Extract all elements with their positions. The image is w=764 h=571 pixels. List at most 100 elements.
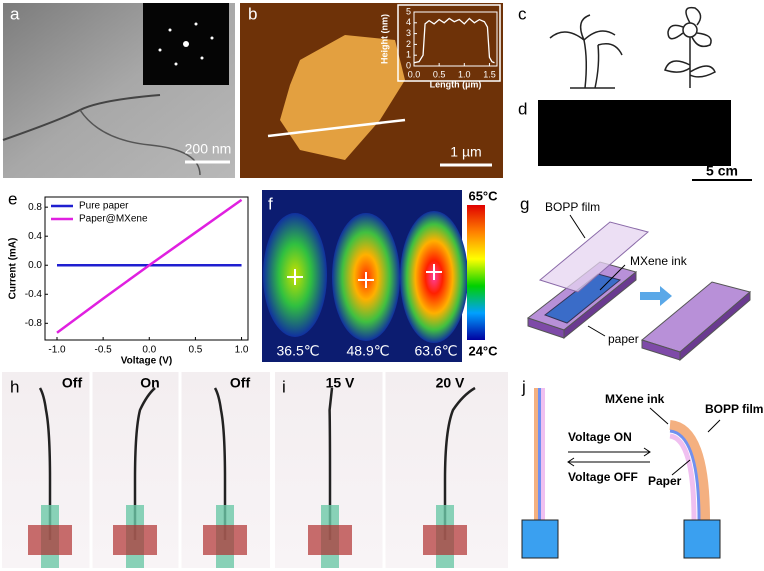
diffraction-spots-part <box>194 22 198 26</box>
legend-label: Paper@MXene <box>79 214 148 225</box>
y-axis-title: Current (mA) <box>8 238 19 300</box>
annotation: Voltage OFF <box>568 470 638 484</box>
clamp <box>308 525 352 555</box>
annotation: BOPP film <box>545 200 600 214</box>
clamp <box>683 519 721 559</box>
series-line <box>56 198 243 334</box>
strip-film <box>534 388 538 520</box>
actuator-photo <box>423 386 476 568</box>
colorbar-max: 65°C <box>468 188 498 203</box>
diffraction-spots <box>158 22 214 66</box>
switch-arrow <box>568 447 651 457</box>
actuator-photo <box>308 387 352 568</box>
x-axis-title: Voltage (V) <box>121 356 172 367</box>
bent-film <box>669 420 710 521</box>
strip-paper <box>541 388 545 520</box>
y-tick-label: 4 <box>406 17 411 27</box>
diffraction-spots-part <box>168 28 172 32</box>
y-axis-title: Height (nm) <box>380 14 390 64</box>
state-label: Off <box>230 375 251 391</box>
scale-bar-label: 5 cm <box>706 163 738 179</box>
x-tick-label: 1.5 <box>483 69 496 79</box>
x-tick-label: -1.0 <box>48 345 66 356</box>
actuator-photo <box>203 387 247 568</box>
actuator-strip <box>213 387 227 540</box>
flower-drawing-part <box>664 37 716 88</box>
temperature-label: 63.6℃ <box>415 343 458 359</box>
pointer <box>587 325 606 337</box>
annotation: Paper <box>648 474 682 488</box>
x-tick-label: 1.0 <box>235 345 249 356</box>
y-tick-label: 3 <box>406 28 411 38</box>
clamp <box>113 525 157 555</box>
pointer <box>649 407 669 425</box>
colorbar-min: 24°C <box>468 343 498 358</box>
panel-label: f <box>268 194 273 213</box>
y-tick-label: 2 <box>406 39 411 49</box>
plot-frame <box>413 11 498 67</box>
y-tick-label: 0.0 <box>28 260 42 271</box>
panel-d: d 5 cm <box>518 99 752 181</box>
diffraction-spots-part <box>174 62 178 66</box>
paper-side <box>563 270 637 340</box>
diffraction-spots-part <box>210 36 214 40</box>
crosshairs-part <box>426 264 442 280</box>
panel-label: b <box>248 4 257 23</box>
bent-paper <box>669 433 697 521</box>
clamp <box>521 519 559 559</box>
panel-label: g <box>520 194 529 213</box>
voltage-label: 15 V <box>326 375 355 391</box>
palm-drawing-part <box>549 14 623 56</box>
flake <box>280 35 405 160</box>
x-tick-label: 0.0 <box>142 345 156 356</box>
pointer <box>671 459 691 476</box>
y-tick-label: 0.8 <box>28 202 42 213</box>
state-label: Off <box>62 375 83 391</box>
y-tick-label: 5 <box>406 6 411 16</box>
actuator-strip <box>443 386 476 540</box>
actuator-photo <box>28 387 72 568</box>
clamp <box>423 525 467 555</box>
panel-f: 36.5℃ 48.9℃ 63.6℃ 65°C 24°C f <box>262 188 498 362</box>
legend-label: Pure paper <box>79 201 129 212</box>
flower-drawing-part <box>667 6 712 48</box>
state-label: On <box>140 375 159 391</box>
x-tick-label: 0.5 <box>433 69 446 79</box>
switch-arrow <box>567 457 650 467</box>
palm-drawing-part <box>583 39 600 89</box>
pointer <box>707 419 721 433</box>
strip-ink <box>538 388 541 520</box>
crosshairs <box>287 264 442 288</box>
x-axis-title: Length (µm) <box>430 79 482 89</box>
bent-ink <box>669 429 701 521</box>
diffraction-spots-part <box>158 48 162 52</box>
clamp <box>28 525 72 555</box>
panel-label: e <box>8 189 17 208</box>
plot-frame <box>44 196 249 341</box>
panel-a: 200 nm a <box>2 3 235 178</box>
y-tick-label: 1 <box>406 50 411 60</box>
panel-label: j <box>521 377 526 396</box>
annotation: BOPP film <box>705 402 763 416</box>
actuator-strip <box>328 387 334 540</box>
bopp-film <box>538 221 650 293</box>
x-tick-label: 0.5 <box>188 345 202 356</box>
line-chart: -1.0 -0.5 0.0 0.5 1.0 0.8 0.4 0.0 -0.4 -0.8 Voltag… <box>8 196 249 367</box>
y-tick-label: -0.4 <box>25 289 43 300</box>
y-tick-label: -0.8 <box>25 318 43 329</box>
colorbar <box>467 205 485 340</box>
panel-label: c <box>518 4 527 23</box>
annotation: MXene ink <box>630 254 688 268</box>
panel-j: j MXene ink BOPP film Voltage ON Voltage… <box>521 377 763 559</box>
annotation: Voltage ON <box>568 430 632 444</box>
temperature-label: 36.5℃ <box>277 343 320 359</box>
pointer <box>569 214 586 239</box>
scale-bar-label: 1 µm <box>450 144 481 160</box>
actuator-strip <box>38 387 52 540</box>
panel-label: a <box>10 4 20 23</box>
pointer <box>599 264 626 291</box>
voltage-label: 20 V <box>436 375 465 391</box>
